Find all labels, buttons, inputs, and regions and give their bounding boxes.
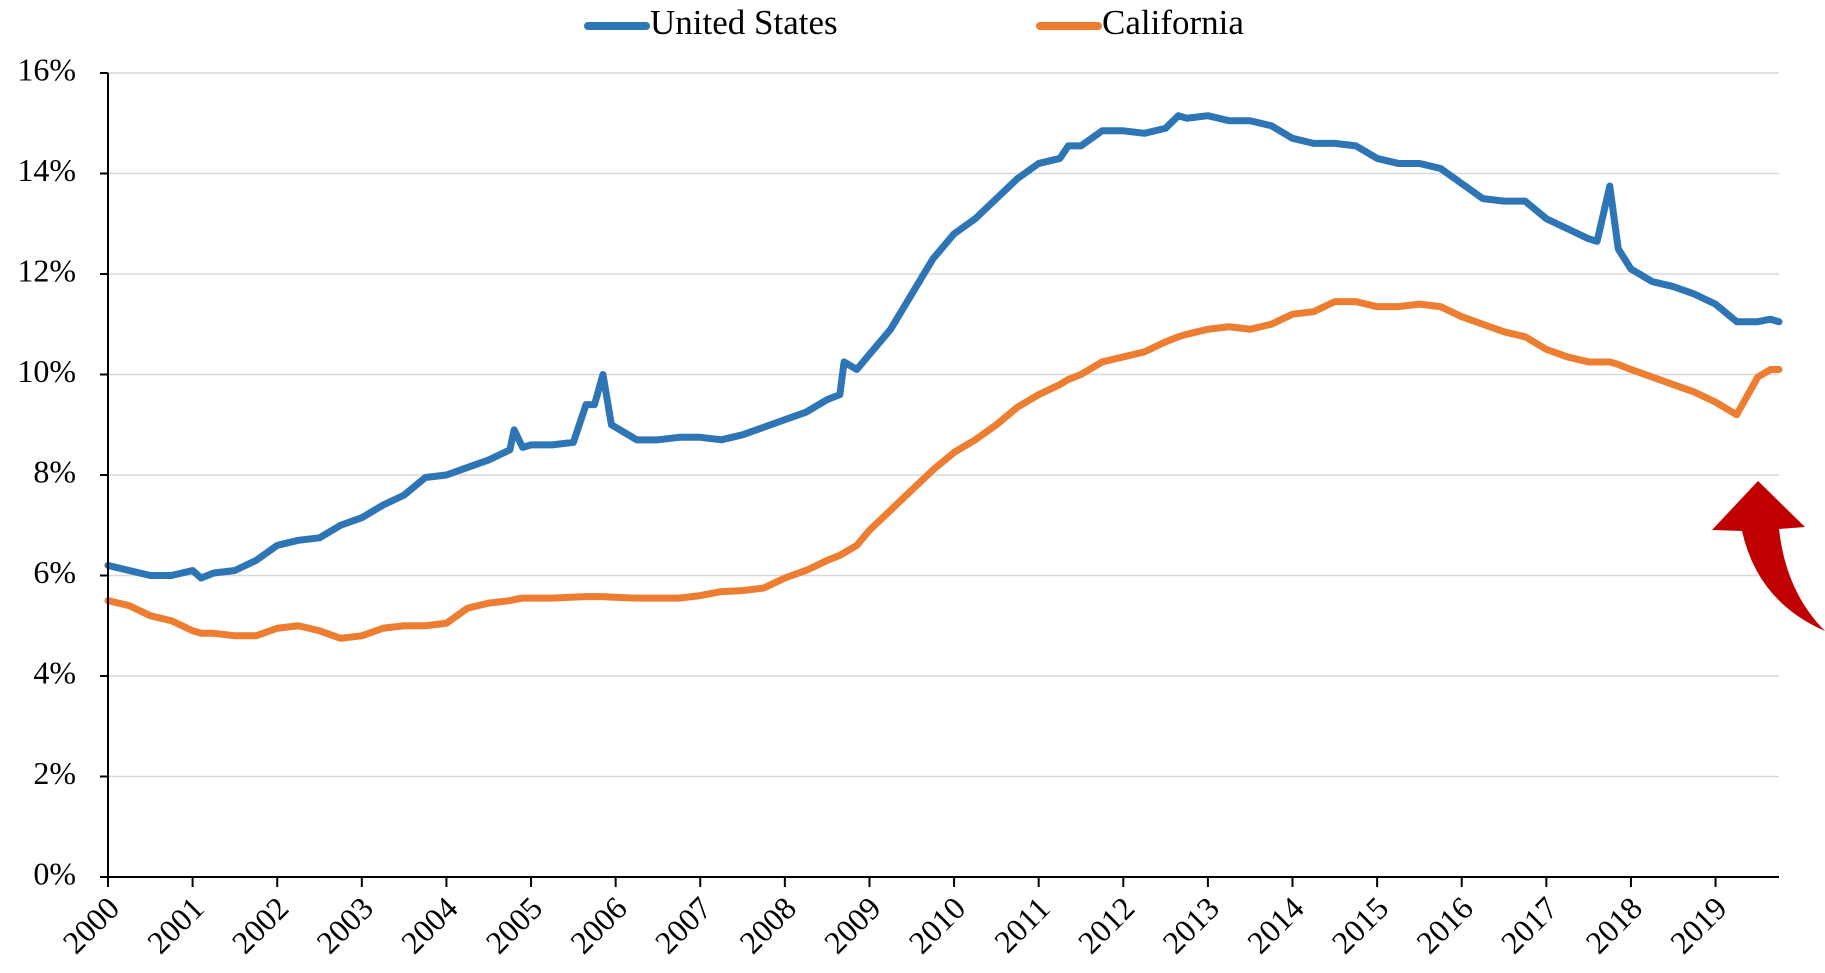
y-tick-label: 6% [33,554,76,590]
x-tick-label: 2016 [1409,890,1480,961]
legend-label: California [1102,3,1244,42]
y-tick-label: 14% [17,152,76,188]
x-tick-label: 2013 [1155,890,1226,961]
x-tick-label: 2019 [1663,890,1734,961]
y-tick-label: 10% [17,353,76,389]
x-tick-label: 2015 [1325,890,1396,961]
x-tick-label: 2009 [817,890,888,961]
arrow-annotation [1712,481,1825,631]
x-tick-label: 2010 [902,890,973,961]
x-tick-label: 2005 [478,890,549,961]
y-tick-label: 8% [33,453,76,489]
x-tick-label: 2000 [55,890,126,961]
y-tick-label: 2% [33,755,76,791]
x-tick-label: 2017 [1494,890,1565,961]
plot-area [104,112,1783,642]
series-line [104,298,1783,642]
legend: United States California [584,3,1244,42]
x-tick-label: 2004 [394,890,465,961]
x-tick-label: 2014 [1240,890,1311,961]
x-tick-label: 2008 [732,890,803,961]
series-line [104,112,1783,582]
x-tick-label: 2012 [1071,890,1142,961]
x-tick-label: 2011 [987,890,1057,960]
y-tick-label: 16% [17,51,76,87]
x-tick-label: 2007 [648,890,719,961]
y-tick-label: 4% [33,654,76,690]
x-tick-label: 2002 [225,890,296,961]
y-tick-label: 12% [17,252,76,288]
x-tick-label: 2003 [309,890,380,961]
x-tick-label: 2006 [563,890,634,961]
x-tick-label: 2001 [140,890,211,961]
legend-label: United States [650,3,838,42]
y-tick-label: 0% [33,855,76,891]
grid [108,72,1779,878]
x-tick-label: 2018 [1578,890,1649,961]
